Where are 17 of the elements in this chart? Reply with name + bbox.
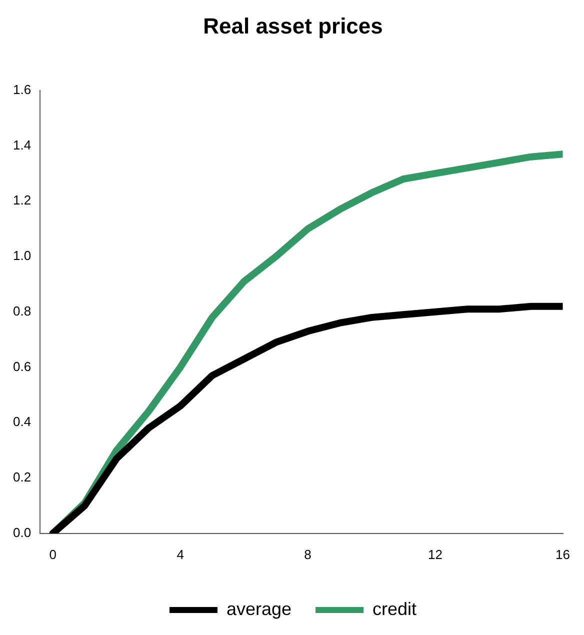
y-tick-label: 1.6 [12, 82, 32, 97]
y-tick-label: 0.2 [12, 470, 32, 485]
x-tick-label: 12 [428, 546, 443, 562]
y-tick-label: 1.2 [12, 192, 32, 208]
y-tick-label: 0.8 [12, 303, 32, 318]
x-tick-label: 8 [304, 546, 312, 562]
chart-title: Real asset prices [203, 13, 383, 38]
legend-label: credit [372, 598, 417, 619]
y-tick-label: 1.0 [12, 248, 32, 264]
y-tick-label: 0.0 [12, 524, 32, 540]
y-tick-label: 0.6 [12, 358, 32, 374]
x-tick-label: 4 [176, 546, 184, 562]
x-tick-label: 16 [556, 546, 570, 562]
legend-label: average [226, 598, 292, 619]
x-tick-label: 0 [49, 546, 56, 562]
y-tick-label: 0.4 [12, 414, 32, 430]
y-tick-label: 1.4 [12, 137, 32, 152]
